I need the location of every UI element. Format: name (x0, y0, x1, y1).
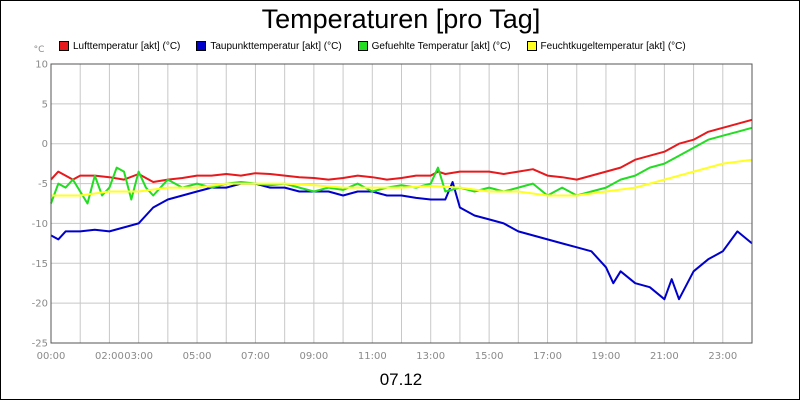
x-tick-label: 23:00 (708, 351, 737, 362)
series-line-0 (50, 118, 753, 183)
x-tick-label: 11:00 (358, 351, 387, 362)
x-tick-label: 00:00 (37, 351, 66, 362)
y-tick-label: -25 (32, 339, 48, 350)
x-tick-label: 19:00 (592, 351, 621, 362)
legend-swatch-lufttemperatur (59, 41, 69, 51)
x-tick-label: 13:00 (416, 351, 445, 362)
y-tick-label: -15 (32, 259, 48, 270)
legend: Lufttemperatur [akt] (°C) Taupunkttemper… (59, 38, 702, 54)
legend-label-taupunkttemperatur: Taupunkttemperatur [akt] (°C) (210, 40, 342, 52)
legend-item-gefuehlte-temperatur: Gefuehlte Temperatur [akt] (°C) (357, 40, 511, 52)
x-tick-label: 09:00 (299, 351, 328, 362)
x-tick-label: 05:00 (183, 351, 212, 362)
x-tick-label: 03:00 (124, 351, 153, 362)
plot-border (50, 63, 753, 344)
y-unit-label: °C (34, 45, 45, 55)
x-tick-label: 17:00 (533, 351, 562, 362)
x-tick-label: 15:00 (475, 351, 504, 362)
series-line-3 (51, 158, 753, 197)
legend-item-feuchtkugeltemperatur: Feuchtkugeltemperatur [akt] (°C) (526, 40, 686, 52)
y-tick-label: -5 (38, 179, 48, 190)
series-line-2 (50, 126, 753, 205)
legend-label-gefuehlte-temperatur: Gefuehlte Temperatur [akt] (°C) (371, 40, 511, 52)
x-tick-label: 07:00 (241, 351, 270, 362)
y-tick-label: 5 (42, 99, 48, 110)
legend-item-taupunkttemperatur: Taupunkttemperatur [akt] (°C) (196, 40, 342, 52)
y-tick-label: -10 (32, 219, 48, 230)
y-tick-label: 10 (35, 60, 48, 71)
x-tick-label: 21:00 (650, 351, 679, 362)
legend-swatch-feuchtkugeltemperatur (526, 41, 537, 51)
legend-label-feuchtkugeltemperatur: Feuchtkugeltemperatur [akt] (°C) (540, 40, 686, 52)
y-tick-label: 0 (42, 139, 48, 150)
y-tick-label: -20 (32, 299, 48, 310)
legend-swatch-taupunkttemperatur (196, 41, 207, 51)
legend-item-lufttemperatur: Lufttemperatur [akt] (°C) (59, 41, 180, 52)
series-line-1 (50, 181, 753, 301)
date-label: 07.12 (379, 370, 423, 389)
x-tick-label: 02:00 (95, 351, 124, 362)
legend-label-lufttemperatur: Lufttemperatur [akt] (°C) (73, 40, 181, 52)
legend-swatch-gefuehlte-temperatur (357, 41, 368, 51)
chart-title: Temperaturen [pro Tag] (261, 4, 541, 34)
